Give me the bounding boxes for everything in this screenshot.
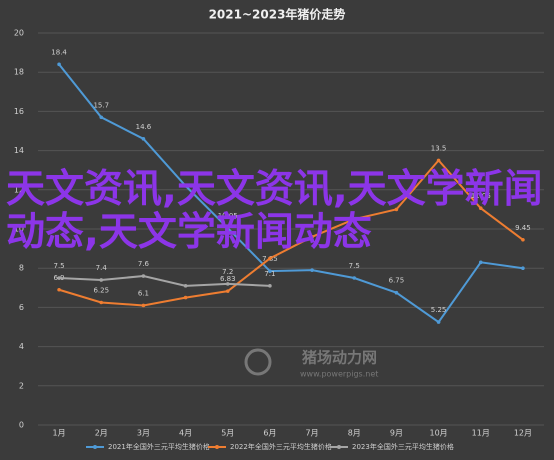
watermark-logo — [244, 348, 272, 376]
x-tick-label: 10月 — [429, 429, 447, 438]
y-tick-label: 4 — [19, 342, 24, 351]
y-tick-label: 16 — [14, 107, 24, 116]
data-point — [99, 278, 104, 282]
data-label: 7.5 — [349, 262, 360, 270]
x-tick-label: 2月 — [95, 429, 108, 438]
x-tick-label: 12月 — [514, 429, 532, 438]
data-point — [225, 289, 230, 293]
x-tick-label: 6月 — [263, 429, 276, 438]
data-label: 7.2 — [222, 268, 233, 276]
y-tick-label: 8 — [19, 264, 24, 273]
legend-label: 2021年全国外三元平均生猪价格 — [108, 442, 210, 451]
y-tick-label: 14 — [14, 146, 24, 155]
data-label: 15.7 — [93, 101, 109, 109]
data-label: 5.25 — [431, 306, 447, 314]
data-label: 9.45 — [515, 224, 531, 232]
legend-dot — [215, 445, 219, 449]
data-point — [225, 226, 230, 230]
x-tick-label: 1月 — [53, 429, 66, 438]
x-tick-label: 3月 — [137, 429, 150, 438]
data-label: 6.75 — [389, 277, 405, 285]
data-point — [268, 269, 272, 273]
data-point — [394, 207, 399, 212]
legend-dot — [93, 445, 97, 449]
legend-dot — [337, 445, 341, 449]
y-tick-label: 20 — [14, 29, 24, 38]
y-tick-label: 6 — [19, 303, 24, 312]
data-label: 6.25 — [93, 287, 109, 295]
data-point — [99, 115, 104, 120]
data-point — [183, 295, 188, 300]
data-point — [225, 282, 230, 286]
data-label: 7.1 — [264, 270, 275, 278]
y-tick-label: 12 — [14, 185, 24, 194]
series-line — [58, 63, 524, 324]
data-point — [436, 320, 441, 324]
x-tick-label: 5月 — [221, 429, 234, 438]
watermark-url: www.powerpigs.net — [300, 370, 378, 379]
x-tick-label: 4月 — [179, 429, 192, 438]
x-tick-label: 11月 — [472, 429, 490, 438]
data-point — [478, 260, 483, 265]
overlay-text: 天文资讯,天文资讯,天文学新闻动态,天文学新闻动态 — [6, 167, 543, 255]
y-tick-label: 18 — [14, 68, 24, 77]
y-tick-label: 10 — [14, 225, 24, 234]
watermark-name: 猪场动力网 — [301, 349, 377, 367]
data-point — [352, 276, 357, 280]
series-line — [58, 158, 524, 307]
data-point — [352, 217, 357, 221]
data-label: 13.5 — [431, 144, 447, 152]
data-point — [521, 237, 525, 242]
data-label: 6.1 — [138, 289, 149, 297]
data-point — [57, 287, 61, 292]
data-label: 18.4 — [51, 48, 67, 56]
data-point — [141, 274, 146, 278]
data-point — [394, 290, 399, 295]
data-point — [57, 62, 61, 67]
legend-label: 2022年全国外三元平均生猪价格 — [230, 442, 332, 451]
data-point — [183, 284, 188, 288]
data-label: 6.83 — [220, 275, 236, 283]
data-label: 10.05 — [218, 212, 238, 220]
data-label: 14.6 — [136, 123, 152, 131]
data-point — [99, 300, 104, 305]
data-point — [141, 137, 146, 141]
data-point — [183, 184, 188, 188]
x-tick-label: 7月 — [306, 429, 319, 438]
legend-label: 2023年全国外三元平均生猪价格 — [352, 442, 454, 451]
x-tick-label: 8月 — [348, 429, 361, 438]
y-tick-label: 0 — [19, 421, 24, 430]
data-point — [141, 303, 146, 308]
x-tick-label: 9月 — [390, 429, 403, 438]
data-point — [478, 206, 483, 211]
series-line — [59, 275, 270, 287]
data-point — [268, 256, 272, 261]
data-point — [57, 276, 61, 280]
data-point — [436, 158, 441, 163]
data-label: 7.6 — [138, 260, 150, 268]
data-label: 11.06 — [471, 192, 492, 200]
data-label: 7.5 — [54, 262, 65, 270]
data-point — [310, 268, 314, 272]
chart-title: 2021~2023年猪价走势 — [209, 7, 346, 22]
data-point — [521, 266, 525, 271]
data-label: 7.4 — [96, 264, 108, 272]
data-point — [310, 235, 314, 239]
data-point — [268, 284, 272, 288]
y-tick-label: 2 — [19, 381, 24, 390]
